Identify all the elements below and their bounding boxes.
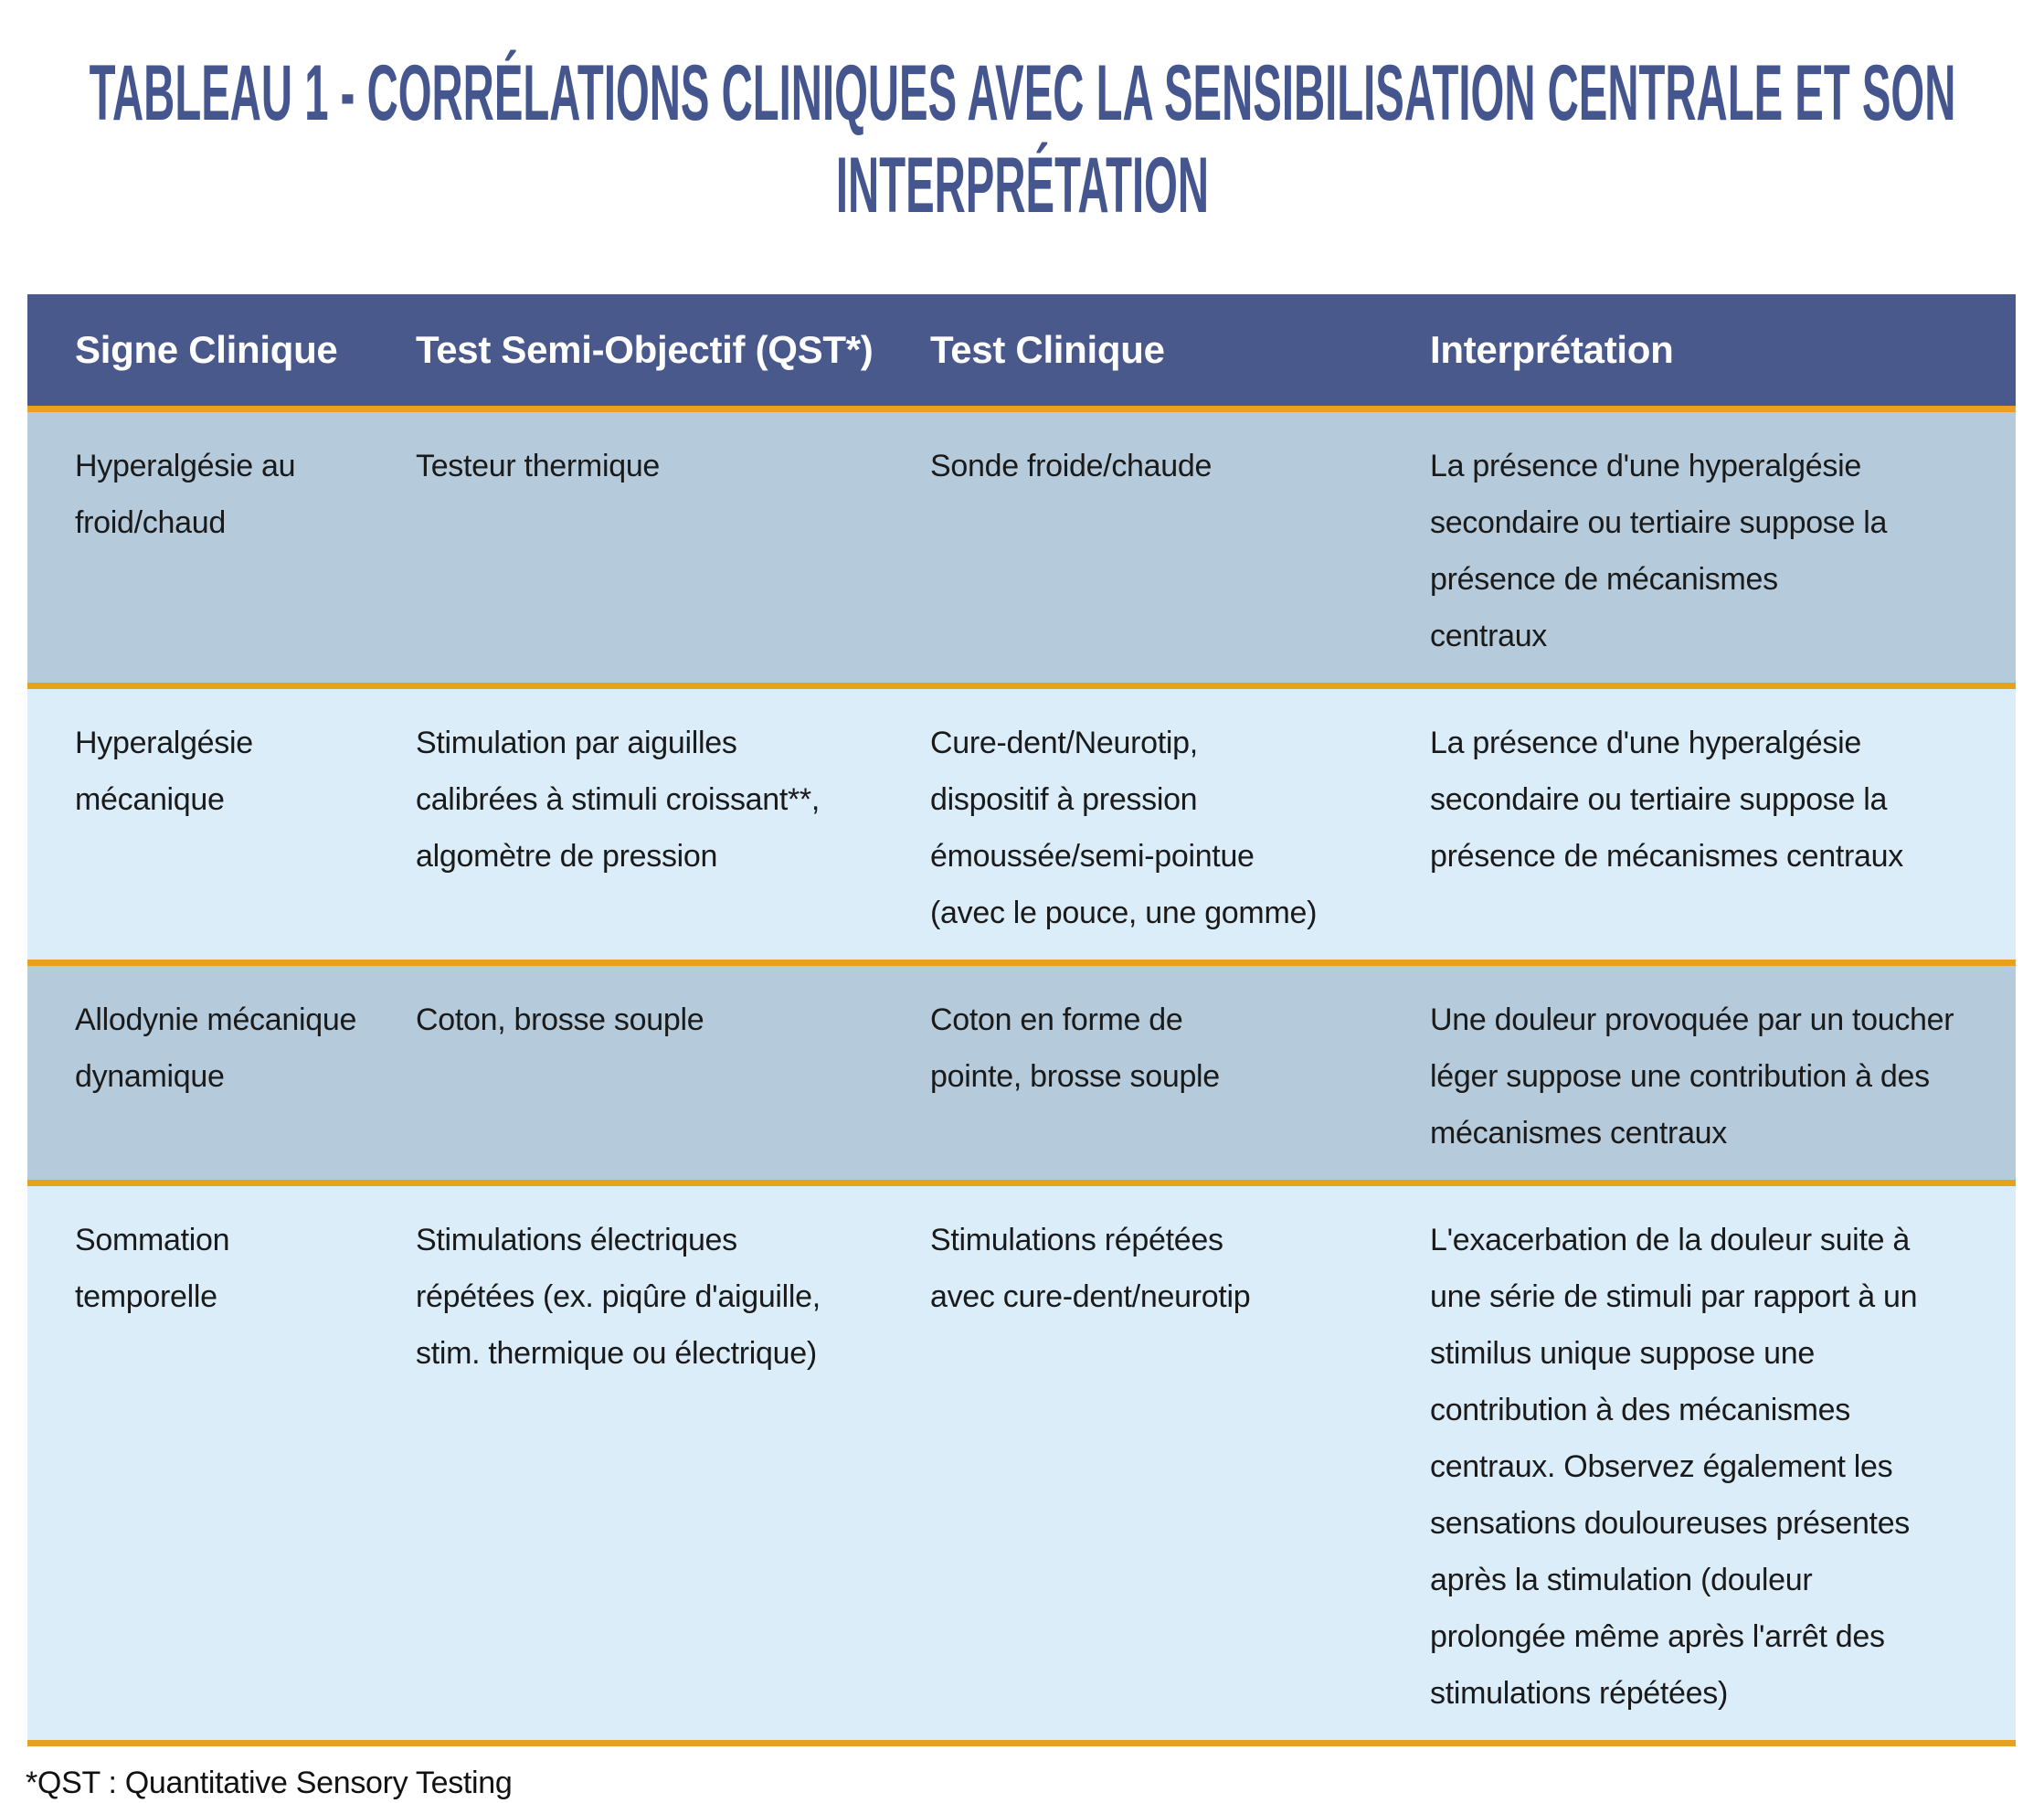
table-cell-test-semi-objectif: Testeur thermique: [416, 408, 930, 689]
table-cell-test-semi-objectif: Stimulations électriques répétées (ex. p…: [416, 1183, 930, 1746]
column-header-signe-clinique: Signe Clinique: [27, 294, 416, 412]
table-row: Sommation temporelle Stimulations électr…: [27, 1183, 2016, 1746]
table-cell-signe: Sommation temporelle: [27, 1183, 416, 1746]
footnote: *QST : Quantitative Sensory Testing: [26, 1765, 513, 1800]
table-cell-interpretation: La présence d'une hyperalgésie secondair…: [1430, 408, 2016, 689]
table-cell-test-clinique: Stimulations répétées avec cure-dent/neu…: [930, 1183, 1430, 1746]
table-cell-test-clinique: Coton en forme de pointe, brosse souple: [930, 962, 1430, 1186]
table-cell-interpretation: Une douleur provoquée par un toucher lég…: [1430, 962, 2016, 1186]
column-header-interpretation: Interprétation: [1430, 294, 2016, 412]
header-row: Signe Clinique Test Semi-Objectif (QST*)…: [27, 294, 2016, 412]
table-cell-test-semi-objectif: Coton, brosse souple: [416, 962, 930, 1186]
table-cell-signe: Allodynie mécanique dynamique: [27, 962, 416, 1186]
page-title-text: TABLEAU 1 - CORRÉLATIONS CLINIQUES AVEC …: [89, 49, 1955, 229]
table-row: Allodynie mécanique dynamique Coton, bro…: [27, 962, 2016, 1186]
table-cell-test-clinique: Cure-dent/Neurotip, dispositif à pressio…: [930, 685, 1430, 966]
table-cell-test-semi-objectif: Stimulation par aiguilles calibrées à st…: [416, 685, 930, 966]
table-cell-interpretation: L'exacerbation de la douleur suite à une…: [1430, 1183, 2016, 1746]
table-cell-interpretation: La présence d'une hyperalgésie secondair…: [1430, 685, 2016, 966]
clinical-correlations-table: Signe Clinique Test Semi-Objectif (QST*)…: [27, 294, 2016, 1746]
column-header-test-semi-objectif: Test Semi-Objectif (QST*): [416, 294, 930, 412]
table-cell-signe: Hyperalgésie mécanique: [27, 685, 416, 966]
table-cell-test-clinique: Sonde froide/chaude: [930, 408, 1430, 689]
column-header-test-clinique: Test Clinique: [930, 294, 1430, 412]
table-row: Hyperalgésie mécanique Stimulation par a…: [27, 685, 2016, 966]
table-row: Hyperalgésie au froid/chaud Testeur ther…: [27, 408, 2016, 689]
table-header: Signe Clinique Test Semi-Objectif (QST*)…: [27, 294, 2016, 412]
table-cell-signe: Hyperalgésie au froid/chaud: [27, 408, 416, 689]
page-title: TABLEAU 1 - CORRÉLATIONS CLINIQUES AVEC …: [0, 48, 2044, 239]
